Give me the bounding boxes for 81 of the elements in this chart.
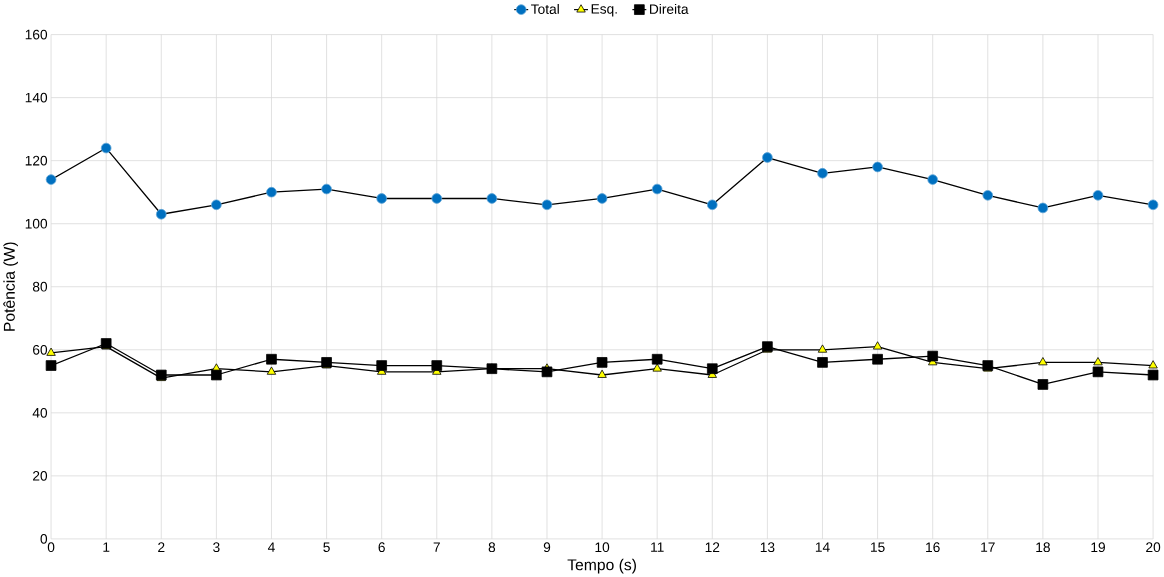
y-tick-label: 0	[40, 534, 48, 544]
y-tick-label: 140	[25, 92, 48, 103]
point	[376, 360, 387, 371]
point	[706, 363, 718, 375]
y-tick-label: 120	[25, 155, 48, 166]
point	[651, 183, 663, 195]
point	[155, 369, 167, 381]
point	[1093, 357, 1103, 366]
point	[872, 354, 883, 365]
point	[1038, 357, 1048, 366]
point	[817, 344, 828, 353]
point	[927, 350, 938, 362]
point	[762, 152, 773, 163]
point	[651, 354, 663, 365]
point	[541, 199, 553, 211]
point	[45, 174, 57, 185]
point	[817, 357, 828, 368]
point	[211, 369, 222, 381]
x-tick-label: 0	[47, 542, 55, 553]
point	[431, 360, 443, 371]
point	[431, 193, 443, 204]
y-tick-label: 40	[32, 408, 48, 418]
point	[486, 193, 498, 204]
point	[1092, 366, 1104, 378]
point	[596, 193, 608, 204]
x-tick-label: 2	[158, 542, 165, 553]
point	[652, 363, 662, 372]
point	[100, 142, 112, 154]
point	[982, 190, 994, 201]
x-tick-label: 18	[1036, 542, 1050, 553]
point	[1148, 360, 1158, 369]
legend-label: Total	[531, 4, 559, 15]
x-tick-label: 14	[815, 542, 830, 552]
y-tick-label: 160	[25, 29, 48, 40]
point	[46, 347, 56, 356]
x-tick-label: 20	[1146, 542, 1161, 553]
x-tick-label: 11	[651, 542, 664, 552]
y-tick-label: 20	[33, 471, 48, 481]
point	[872, 341, 883, 350]
point	[266, 187, 277, 198]
x-tick-label: 3	[213, 542, 220, 553]
point	[872, 161, 883, 173]
x-tick-label: 1	[103, 542, 110, 552]
legend-label: Direita	[650, 4, 689, 15]
point	[817, 168, 828, 179]
y-tick-label: 80	[32, 282, 48, 292]
point	[376, 193, 387, 204]
point	[706, 199, 718, 211]
x-tick-label: 13	[760, 542, 775, 553]
point	[927, 174, 938, 185]
x-tick-label: 6	[378, 542, 385, 553]
point	[541, 366, 553, 378]
x-axis-title: Tempo (s)	[567, 558, 636, 574]
point	[597, 369, 607, 378]
x-tick-label: 15	[871, 542, 885, 553]
x-tick-label: 16	[926, 542, 940, 553]
x-tick-label: 10	[595, 542, 610, 553]
point	[266, 354, 277, 365]
point	[1147, 199, 1159, 211]
x-tick-label: 9	[543, 542, 551, 553]
point	[1147, 369, 1159, 381]
x-tick-label: 8	[488, 542, 496, 553]
x-tick-label: 17	[981, 542, 995, 552]
point	[266, 366, 277, 375]
point	[1037, 202, 1049, 214]
x-tick-label: 12	[705, 542, 720, 553]
point	[1092, 190, 1104, 201]
point	[596, 357, 608, 368]
point	[1037, 379, 1049, 390]
point	[321, 183, 332, 195]
point	[155, 209, 167, 220]
x-tick-label: 4	[267, 542, 275, 552]
x-tick-label: 5	[323, 542, 330, 553]
x-tick-label: 7	[433, 542, 440, 552]
y-tick-label: 100	[25, 218, 48, 229]
legend-label: Esq.	[591, 4, 617, 17]
x-tick-label: 19	[1091, 542, 1105, 553]
point	[45, 360, 57, 371]
y-tick-label: 60	[33, 345, 48, 355]
point	[211, 199, 222, 211]
y-axis-title: Potência (W)	[3, 242, 18, 331]
